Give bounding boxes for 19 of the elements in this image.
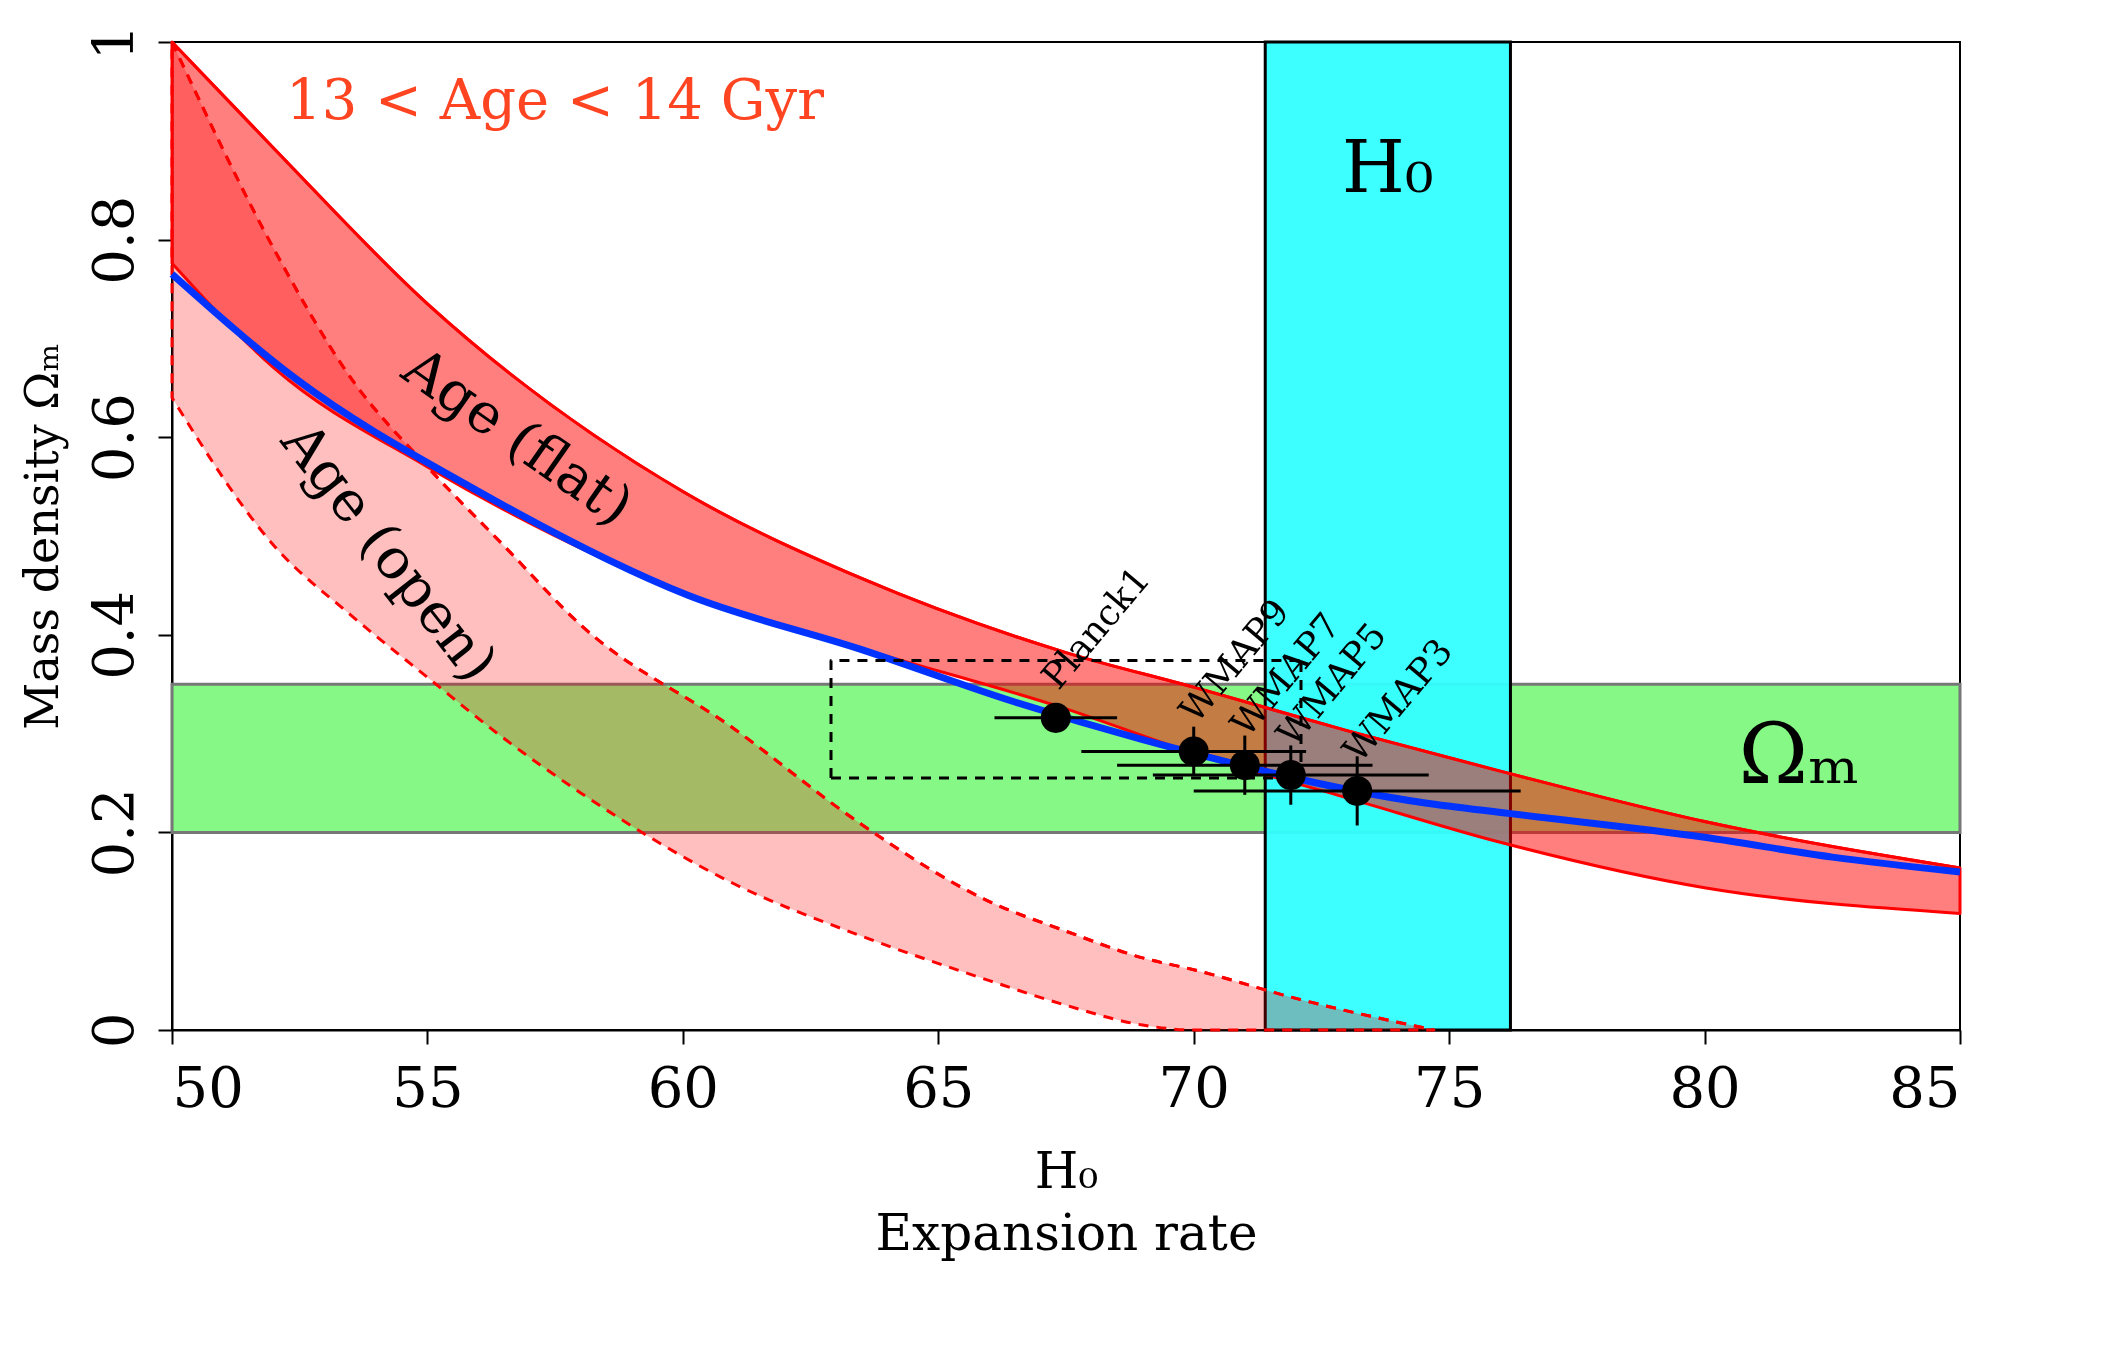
y-tick-label: 0.6	[80, 393, 146, 483]
x-tick-label: 80	[1669, 1054, 1741, 1120]
x-tick-label: 70	[1158, 1054, 1230, 1120]
y-tick-label: 0.2	[80, 788, 146, 878]
y-tick-label: 0.8	[80, 195, 146, 285]
x-tick-label: 50	[172, 1054, 244, 1120]
y-tick-label: 0.4	[80, 590, 146, 680]
x-tick-label: 75	[1414, 1054, 1486, 1120]
y-tick-label: 1	[80, 24, 146, 61]
x-tick-label: 85	[1889, 1054, 1961, 1120]
x-axis-title: H₀ Expansion rate	[875, 1141, 1258, 1262]
band-label: Ωₘ	[1738, 705, 1860, 804]
annotation: 13 < Age < 14 Gyr	[286, 67, 825, 132]
y-tick-label: 0	[80, 1012, 146, 1049]
x-tick-label: 65	[903, 1054, 975, 1120]
x-tick-label: 60	[647, 1054, 719, 1120]
x-tick-label: 55	[392, 1054, 464, 1120]
y-axis-title: Mass density Ωₘ	[14, 343, 69, 730]
band-label: H₀	[1342, 125, 1434, 210]
